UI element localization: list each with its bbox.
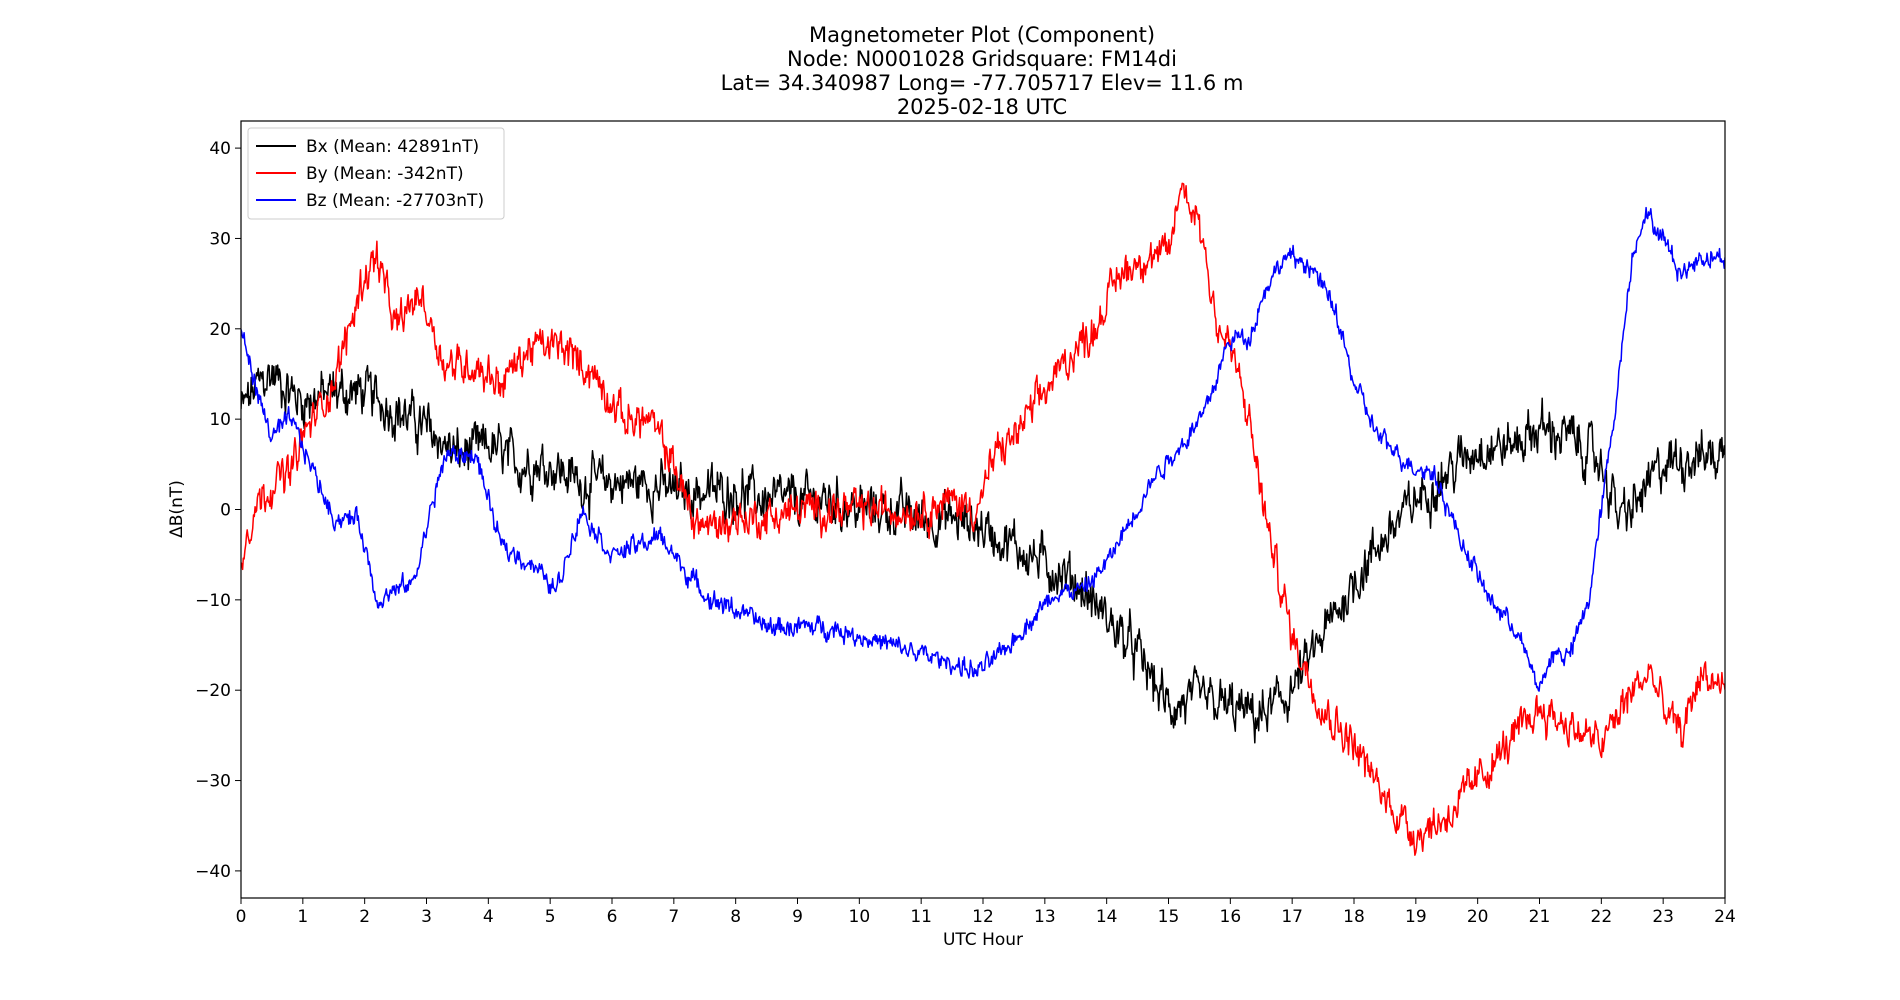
x-tick-label: 10	[849, 907, 871, 927]
x-tick-label: 13	[1034, 907, 1056, 927]
y-tick-label: −40	[195, 862, 231, 882]
series-line-by	[241, 182, 1725, 856]
series-group	[241, 182, 1725, 856]
x-axis-label: UTC Hour	[943, 930, 1023, 950]
x-tick-label: 0	[236, 907, 247, 927]
x-tick-label: 15	[1158, 907, 1180, 927]
y-tick-label: 30	[209, 229, 231, 249]
title-line-2: Node: N0001028 Gridsquare: FM14di	[787, 47, 1177, 71]
x-tick-label: 11	[910, 907, 932, 927]
legend-box	[247, 127, 505, 220]
y-tick-label: 40	[209, 139, 231, 159]
x-tick-label: 5	[545, 907, 556, 927]
title-line-4: 2025-02-18 UTC	[897, 95, 1067, 119]
legend-label: By (Mean: -342nT)	[306, 164, 464, 184]
chart-title: Magnetometer Plot (Component) Node: N000…	[721, 23, 1244, 119]
x-tick-label: 23	[1652, 907, 1674, 927]
x-tick-label: 2	[359, 907, 370, 927]
y-tick-label: −20	[195, 681, 231, 701]
series-line-bz	[241, 206, 1725, 692]
x-tick-label: 20	[1467, 907, 1489, 927]
x-tick-label: 17	[1281, 907, 1303, 927]
y-tick-label: 0	[220, 501, 231, 521]
x-tick-label: 14	[1096, 907, 1118, 927]
y-axis-label: ΔB(nT)	[167, 480, 187, 538]
y-tick-label: 10	[209, 410, 231, 430]
y-axis: −40 −30 −20 −10 0 10 20 30 40	[195, 139, 241, 882]
x-tick-label: 4	[483, 907, 494, 927]
x-tick-label: 7	[668, 907, 679, 927]
x-tick-label: 19	[1405, 907, 1427, 927]
x-tick-label: 6	[607, 907, 618, 927]
plot-frame	[240, 120, 1726, 899]
x-tick-label: 21	[1529, 907, 1551, 927]
y-tick-label: −10	[195, 591, 231, 611]
x-tick-label: 22	[1591, 907, 1613, 927]
legend-label: Bz (Mean: -27703nT)	[306, 191, 484, 211]
y-tick-label: −30	[195, 772, 231, 792]
x-tick-label: 18	[1343, 907, 1365, 927]
legend-label: Bx (Mean: 42891nT)	[306, 137, 479, 157]
x-tick-label: 1	[297, 907, 308, 927]
x-tick-label: 3	[421, 907, 432, 927]
legend: Bx (Mean: 42891nT) By (Mean: -342nT) Bz (M…	[247, 127, 505, 220]
x-tick-label: 12	[972, 907, 994, 927]
x-tick-label: 16	[1220, 907, 1242, 927]
x-tick-label: 24	[1714, 907, 1736, 927]
title-line-1: Magnetometer Plot (Component)	[809, 23, 1155, 47]
y-tick-label: 20	[209, 320, 231, 340]
x-axis: 0 1 2 3 4 5 6 7 8 9 10 11 12 13 14 15 16 17 18 19 20 21 22 23 24	[236, 898, 1736, 927]
series-line-bx	[241, 364, 1725, 744]
x-tick-label: 8	[730, 907, 741, 927]
title-line-3: Lat= 34.340987 Long= -77.705717 Elev= 11…	[721, 71, 1244, 95]
x-tick-label: 9	[792, 907, 803, 927]
